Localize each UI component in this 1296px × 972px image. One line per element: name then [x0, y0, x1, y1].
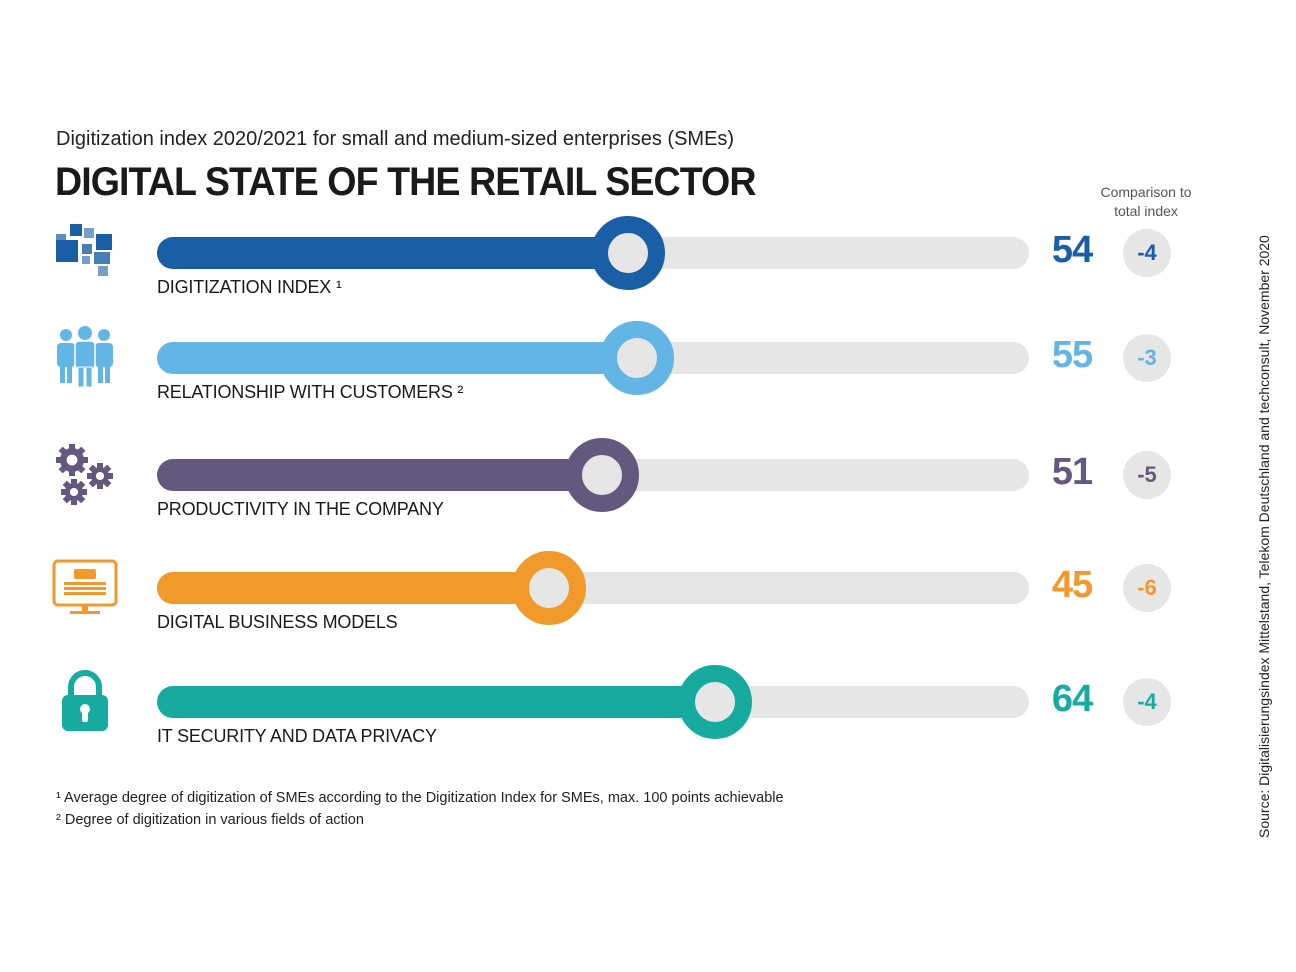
footnote-1: ¹ Average degree of digitization of SMEs…: [56, 790, 784, 806]
gears-icon: [52, 442, 118, 506]
chart-row: PRODUCTIVITY IN THE COMPANY 51 -5: [0, 0, 1296, 519]
chart-row: RELATIONSHIP WITH CUSTOMERS ² 55 -3: [0, 0, 1296, 402]
value-label: 51: [1051, 451, 1093, 493]
comparison-header-line-1: Comparison to: [1100, 184, 1192, 200]
bar-track: [157, 665, 1029, 739]
chart-row: DIGITAL BUSINESS MODELS 45 -6: [0, 0, 1296, 632]
category-label: DIGITIZATION INDEX ¹: [157, 277, 342, 297]
value-label: 55: [1051, 334, 1093, 376]
bar-track: [157, 216, 1029, 290]
bar-fill: [157, 572, 550, 604]
bar-knob: [678, 665, 753, 739]
bar-knob: [564, 438, 639, 512]
comparison-badge: -4: [1123, 229, 1171, 277]
chart-row: DIGITIZATION INDEX ¹ 54 -4: [0, 0, 1296, 297]
comparison-badge: -4: [1123, 678, 1171, 726]
bar-track: [157, 438, 1029, 512]
value-label: 54: [1051, 229, 1093, 271]
bar-fill: [157, 237, 628, 269]
bar-knob: [512, 551, 587, 625]
category-label: RELATIONSHIP WITH CUSTOMERS ²: [157, 382, 464, 402]
bar-knob: [599, 321, 674, 395]
monitor-icon: [52, 555, 118, 619]
chart-title: DIGITAL STATE OF THE RETAIL SECTOR: [55, 160, 757, 204]
comparison-badge: -6: [1123, 564, 1171, 612]
bar-fill: [157, 686, 716, 718]
blocks-icon: [52, 220, 118, 284]
footnote-2: ² Degree of digitization in various fiel…: [56, 812, 364, 828]
bar-knob: [590, 216, 665, 290]
category-label: DIGITAL BUSINESS MODELS: [157, 612, 398, 632]
source-note: Source: Digitalisierungsindex Mittelstan…: [1256, 235, 1272, 838]
comparison-badge: -3: [1123, 334, 1171, 382]
lock-icon: [52, 669, 118, 733]
comparison-header: Comparison to total index: [1086, 183, 1206, 221]
bar-fill: [157, 342, 637, 374]
chart-row: IT SECURITY AND DATA PRIVACY 64 -4: [0, 0, 1296, 746]
bar-track: [157, 551, 1029, 625]
category-label: IT SECURITY AND DATA PRIVACY: [157, 726, 437, 746]
category-label: PRODUCTIVITY IN THE COMPANY: [157, 499, 444, 519]
bar-track: [157, 321, 1029, 395]
chart-subtitle: Digitization index 2020/2021 for small a…: [56, 128, 735, 150]
value-label: 64: [1051, 678, 1093, 720]
comparison-header-line-2: total index: [1114, 203, 1178, 219]
value-label: 45: [1051, 564, 1093, 606]
bar-fill: [157, 459, 602, 491]
people-icon: [52, 325, 118, 389]
comparison-badge: -5: [1123, 451, 1171, 499]
